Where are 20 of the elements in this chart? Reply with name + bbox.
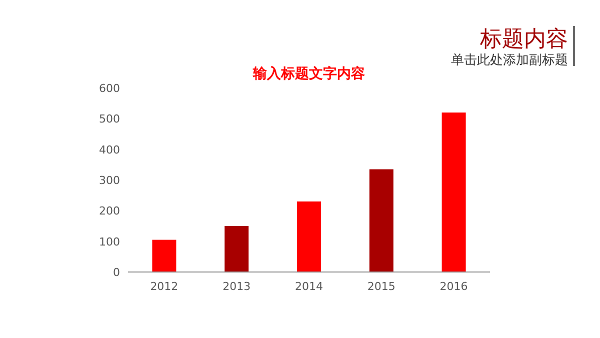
y-tick-label: 500	[99, 112, 120, 126]
text: 单击此处添加副标题	[451, 53, 568, 68]
x-tick-label: 2012	[150, 280, 178, 293]
x-tick-label: 2013	[222, 280, 251, 293]
x-tick-label: 2016	[440, 280, 468, 293]
y-tick-label: 600	[99, 82, 120, 95]
y-tick-label: 200	[99, 204, 120, 218]
bar	[297, 201, 321, 272]
chart-title: 输入标题文字内容	[252, 65, 365, 82]
x-tick-label: 2014	[295, 280, 323, 293]
y-tick-label: 300	[99, 174, 120, 187]
bar	[152, 240, 176, 272]
text: 标题内容	[479, 27, 568, 52]
x-tick-label: 2015	[367, 280, 396, 293]
bar	[442, 112, 466, 272]
y-tick-label: 100	[99, 235, 120, 248]
y-tick-label: 400	[99, 143, 120, 156]
bar	[369, 169, 394, 272]
y-tick-label: 0	[113, 266, 120, 279]
bar	[224, 226, 249, 272]
